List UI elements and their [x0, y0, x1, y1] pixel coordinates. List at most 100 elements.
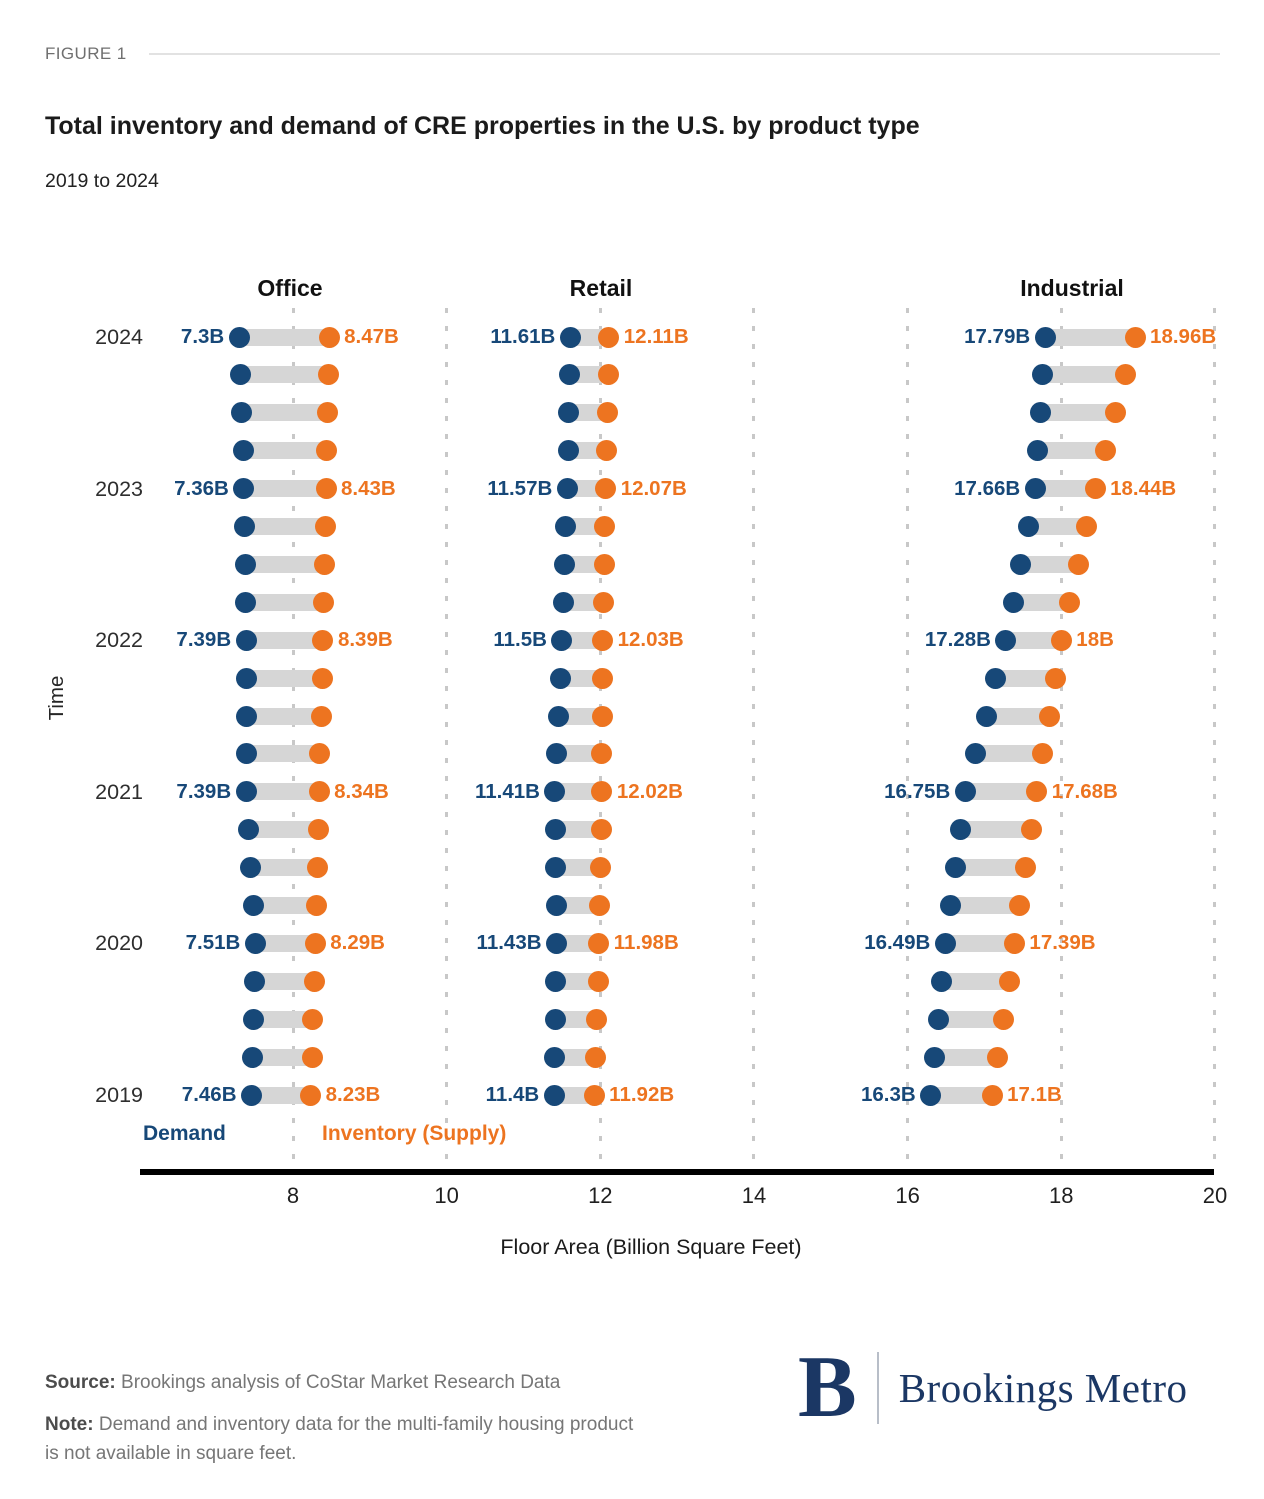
connector-bar [929, 1048, 1003, 1066]
demand-value-label: 16.75B [884, 779, 951, 803]
demand-dot [235, 667, 257, 689]
demand-dot [1010, 553, 1032, 575]
inventory-value-label: 18.44B [1110, 476, 1177, 500]
demand-value-label: 7.36B [174, 476, 229, 500]
connector-bar [1037, 366, 1131, 384]
connector-bar [238, 480, 332, 498]
inventory-dot [1020, 819, 1042, 841]
inventory-dot [312, 629, 334, 651]
demand-dot [1003, 591, 1025, 613]
year-label-2023: 2023 [95, 476, 143, 501]
demand-dot [985, 667, 1007, 689]
connector-bar [245, 859, 323, 877]
x-tick-label: 12 [588, 1183, 613, 1208]
demand-dot [235, 705, 257, 727]
source-label: Source: [45, 1372, 116, 1393]
inventory-dot [315, 478, 337, 500]
brookings-b-monogram: B [798, 1339, 857, 1436]
demand-value-label: 17.79B [964, 325, 1031, 348]
demand-dot [234, 553, 256, 575]
connector-bar [241, 707, 327, 725]
inventory-dot [583, 1084, 605, 1106]
inventory-dot [311, 667, 333, 689]
connector-bar [236, 404, 333, 422]
inventory-dot [1067, 553, 1089, 575]
demand-dot [924, 1046, 946, 1068]
inventory-value-label: 17.1B [1007, 1083, 1062, 1106]
year-label-2021: 2021 [95, 779, 143, 804]
chart-subtitle: 2019 to 2024 [45, 170, 159, 192]
inventory-dot [1084, 478, 1106, 500]
inventory-dot [1044, 667, 1066, 689]
demand-dot [546, 932, 568, 954]
demand-value-label: 16.49B [864, 931, 931, 955]
inventory-dot [305, 895, 327, 916]
figure-label: FIGURE 1 [45, 44, 127, 63]
inventory-value-label: 8.39B [337, 628, 393, 652]
demand-dot [235, 629, 257, 651]
demand-value-label: 11.43B [476, 931, 542, 955]
connector-bar [945, 897, 1025, 914]
connector-bar [241, 669, 328, 687]
connector-bar [940, 934, 1020, 952]
connector-bar [955, 821, 1037, 839]
connector-bar [240, 593, 329, 611]
inventory-dot [318, 326, 340, 348]
connector-bar [248, 1010, 318, 1028]
inventory-dot [307, 819, 329, 841]
inventory-dot [596, 402, 618, 424]
connector-bar [960, 783, 1042, 801]
inventory-dot [597, 364, 619, 386]
inventory-dot [587, 970, 609, 992]
inventory-value-label: 11.92B [609, 1083, 675, 1106]
inventory-dot [1104, 402, 1126, 424]
year-label-2024: 2024 [95, 325, 143, 349]
demand-dot [244, 970, 266, 992]
demand-dot [920, 1084, 942, 1106]
inventory-dot [1038, 705, 1060, 727]
inventory-dot [1124, 326, 1146, 348]
connector-bar [1015, 555, 1084, 573]
connector-bar [1008, 593, 1075, 611]
demand-dot [244, 932, 266, 954]
inventory-dot [1009, 895, 1031, 916]
x-tick-label: 16 [895, 1183, 920, 1208]
connector-bar [950, 859, 1031, 877]
year-label-2020: 2020 [95, 931, 143, 956]
source-text: Brookings analysis of CoStar Market Rese… [121, 1372, 561, 1393]
inventory-dot [304, 970, 325, 992]
connector-bar [241, 783, 325, 801]
demand-dot [1024, 478, 1046, 500]
demand-dot [544, 781, 566, 803]
demand-dot [234, 516, 256, 537]
connector-bar [970, 745, 1048, 763]
brookings-metro-wordmark: Brookings Metro [898, 1365, 1188, 1411]
inventory-dot [1032, 743, 1054, 765]
inventory-value-label: 12.02B [616, 779, 683, 803]
demand-dot [1017, 516, 1039, 537]
inventory-dot [585, 1008, 607, 1030]
demand-dot [950, 819, 972, 841]
demand-dot [544, 1046, 566, 1068]
demand-dot [241, 1046, 263, 1068]
inventory-value-label: 18B [1076, 628, 1114, 652]
chart-title: Total inventory and demand of CRE proper… [45, 112, 920, 140]
connector-bar [1023, 518, 1092, 535]
demand-dot [559, 326, 581, 348]
panel-header-industrial: Industrial [1020, 275, 1124, 301]
demand-dot [556, 478, 578, 500]
x-axis-line [140, 1169, 1214, 1175]
panel-header-retail: Retail [569, 275, 633, 301]
note-label: Note: [45, 1414, 94, 1435]
inventory-dot [590, 819, 612, 841]
x-tick-label: 8 [286, 1183, 300, 1208]
demand-dot [548, 705, 570, 727]
connector-bar [1030, 480, 1101, 498]
inventory-dot [1059, 591, 1081, 613]
demand-dot [546, 743, 568, 765]
inventory-dot [589, 857, 611, 879]
connector-bar [1032, 442, 1111, 460]
connector-bar [936, 972, 1015, 990]
demand-dot [551, 629, 573, 651]
